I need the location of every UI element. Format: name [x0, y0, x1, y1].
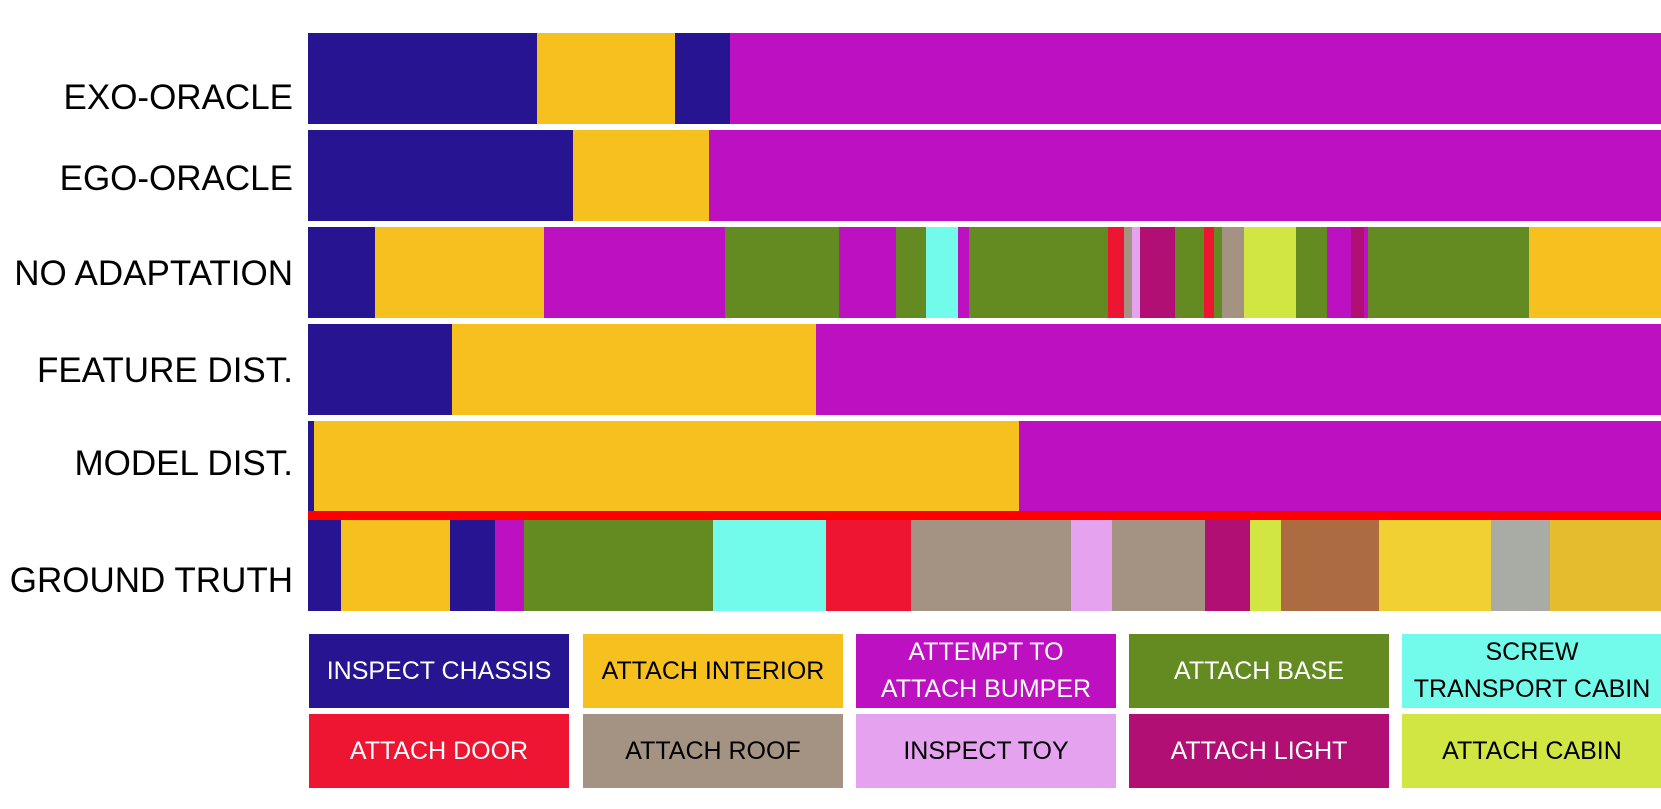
action-segment: [1550, 520, 1661, 611]
legend-label: INSPECT TOY: [903, 736, 1069, 765]
action-segment: [537, 33, 675, 124]
action-segment: [1112, 520, 1205, 611]
legend-item: INSPECT CHASSIS: [309, 634, 569, 708]
action-segment: [713, 520, 826, 611]
legend-label: ATTACH BASE: [1174, 656, 1344, 685]
legend-label: ATTEMPT TO ATTACH BUMPER: [880, 638, 1092, 703]
action-segment: [816, 324, 1661, 415]
action-segment: [524, 520, 713, 611]
ground-truth-divider: [308, 511, 1661, 520]
action-segment: [1140, 227, 1175, 318]
row-label: FEATURE DIST.: [36, 351, 293, 390]
action-segment: [1108, 227, 1124, 318]
action-segment: [958, 227, 969, 318]
row-label: MODEL DIST.: [74, 444, 293, 483]
action-segment: [450, 520, 495, 611]
action-segment: [308, 324, 452, 415]
action-segment: [314, 421, 1019, 511]
action-segment: [544, 227, 725, 318]
action-segment: [1019, 421, 1661, 511]
action-segment: [675, 33, 730, 124]
action-segment: [969, 227, 1108, 318]
action-segment: [1368, 227, 1529, 318]
action-segment: [839, 227, 896, 318]
legend-label: ATTACH LIGHT: [1170, 736, 1348, 765]
legend-item: ATTACH BASE: [1129, 634, 1389, 708]
action-segment: [709, 130, 1661, 221]
action-segment: [308, 130, 573, 221]
action-segment: [375, 227, 544, 318]
legend-item: ATTACH LIGHT: [1129, 714, 1389, 788]
action-segment: [308, 227, 375, 318]
action-segment: [495, 520, 524, 611]
segment-bar: [308, 33, 1661, 124]
legend-label: ATTACH CABIN: [1442, 736, 1622, 765]
action-segment: [1529, 227, 1661, 318]
legend-item: ATTACH CABIN: [1402, 714, 1661, 788]
action-segment: [826, 520, 911, 611]
legend-label: SCREW TRANSPORT CABIN: [1413, 638, 1651, 703]
legend-item: ATTACH INTERIOR: [583, 634, 843, 708]
segment-bar: [308, 130, 1661, 221]
action-segment: [1491, 520, 1550, 611]
action-segment: [1250, 520, 1281, 611]
legend-label: ATTACH INTERIOR: [601, 656, 825, 685]
segment-bar: [308, 227, 1661, 318]
action-segment: [911, 520, 1071, 611]
row-label: EXO-ORACLE: [63, 78, 294, 117]
segment-bar: [308, 421, 1661, 511]
action-segment: [1379, 520, 1491, 611]
action-segment: [730, 33, 1661, 124]
row-label: NO ADAPTATION: [14, 254, 293, 293]
action-segment: [1296, 227, 1327, 318]
legend-label: INSPECT CHASSIS: [326, 656, 552, 685]
action-segment: [308, 520, 341, 611]
legend-item: ATTACH ROOF: [583, 714, 843, 788]
legend-label: ATTACH ROOF: [625, 736, 801, 765]
legend-item: INSPECT TOY: [856, 714, 1116, 788]
legend-item: ATTEMPT TO ATTACH BUMPER: [856, 634, 1116, 708]
action-segment: [1214, 227, 1222, 318]
action-segment: [1124, 227, 1132, 318]
legend-item: ATTACH DOOR: [309, 714, 569, 788]
action-segment: [1204, 227, 1214, 318]
action-segment: [1327, 227, 1351, 318]
action-segment: [1175, 227, 1204, 318]
legend-label: ATTACH DOOR: [349, 736, 529, 765]
segment-bar: [308, 324, 1661, 415]
action-segment: [1364, 227, 1368, 318]
legend-item: SCREW TRANSPORT CABIN: [1402, 634, 1661, 708]
row-label: EGO-ORACLE: [59, 159, 293, 198]
action-segment: [896, 227, 926, 318]
action-segment: [1281, 520, 1379, 611]
action-segment: [1244, 227, 1296, 318]
action-segment: [926, 227, 958, 318]
action-segment: [452, 324, 816, 415]
action-segment: [341, 520, 450, 611]
action-segment: [1071, 520, 1112, 611]
segment-bar: [308, 520, 1661, 611]
action-segment: [1351, 227, 1364, 318]
action-segment: [308, 33, 537, 124]
action-segment: [308, 421, 314, 511]
row-label: GROUND TRUTH: [9, 561, 293, 600]
action-segment: [1132, 227, 1140, 318]
action-segment: [725, 227, 839, 318]
action-segment: [1205, 520, 1250, 611]
action-segment: [1222, 227, 1244, 318]
action-segment: [573, 130, 709, 221]
